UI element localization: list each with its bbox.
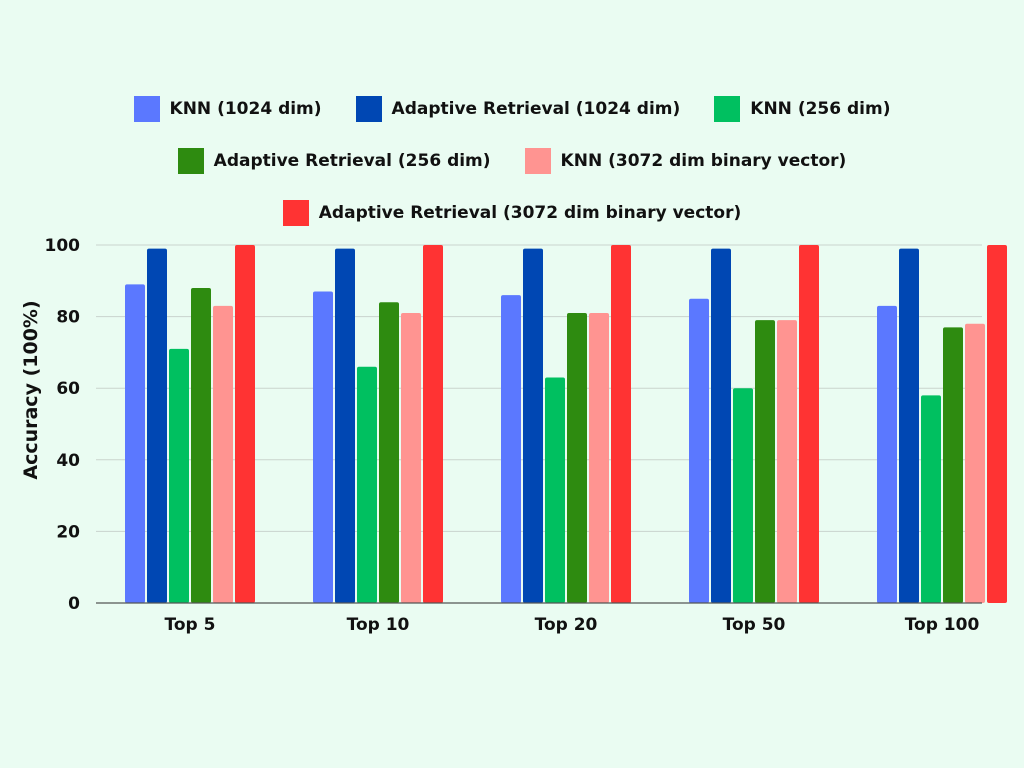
bar-top-20-series-4 [589,313,609,603]
legend-swatch-adaptive-3072 [282,200,309,226]
legend-swatch-knn-256 [714,96,741,122]
bar-top-50-series-3 [755,320,775,603]
bar-top-5-series-0 [125,284,145,603]
bar-top-100-series-4 [965,323,985,603]
bar-top-10-series-0 [313,291,333,603]
bar-top-10-series-4 [401,313,421,603]
legend-item-knn-256: KNN (256 dim) [714,96,890,122]
legend-swatch-knn-3072 [524,148,551,174]
bar-top-10-series-1 [335,248,355,603]
y-tick-label-100: 100 [45,236,81,256]
x-tick-label-top-5: Top 5 [165,615,216,635]
bar-top-100-series-1 [899,248,919,603]
bar-top-20-series-2 [545,377,565,603]
legend-label-adaptive-3072: Adaptive Retrieval (3072 dim binary vect… [318,203,742,223]
legend-label-knn-3072: KNN (3072 dim binary vector) [560,151,847,171]
bar-top-20-series-5 [611,245,631,603]
bar-top-5-series-1 [147,248,167,603]
legend-label-knn-1024: KNN (1024 dim) [169,99,322,119]
bar-top-5-series-3 [191,287,211,603]
bar-top-100-series-5 [987,245,1007,603]
legend-item-adaptive-1024: Adaptive Retrieval (1024 dim) [355,96,681,122]
legend-label-knn-256: KNN (256 dim) [750,99,891,119]
bar-top-20-series-3 [567,313,587,603]
bar-top-5-series-5 [235,245,255,603]
bar-top-20-series-1 [523,248,543,603]
legend-row-1: KNN (1024 dim) Adaptive Retrieval (1024 … [0,96,1024,122]
bar-top-50-series-4 [777,320,797,603]
y-tick-label-0: 0 [68,594,80,614]
legend-swatch-adaptive-1024 [355,96,382,122]
bars [125,245,1007,603]
bar-top-100-series-2 [921,395,941,603]
bar-top-100-series-3 [943,327,963,603]
x-tick-label-top-20: Top 20 [535,615,598,635]
legend-row-3: Adaptive Retrieval (3072 dim binary vect… [0,200,1024,226]
legend-row-2: Adaptive Retrieval (256 dim) KNN (3072 d… [0,148,1024,174]
bar-top-5-series-4 [213,305,233,603]
y-axis-label: Accuracy (100%) [20,300,42,479]
x-tick-label-top-10: Top 10 [347,615,410,635]
bar-top-10-series-5 [423,245,443,603]
bar-top-50-series-2 [733,388,753,603]
legend-item-adaptive-256: Adaptive Retrieval (256 dim) [177,148,491,174]
x-tick-label-top-100: Top 100 [905,615,980,635]
legend-item-adaptive-3072: Adaptive Retrieval (3072 dim binary vect… [282,200,742,226]
x-tick-label-top-50: Top 50 [723,615,786,635]
y-tick-label-60: 60 [56,379,80,399]
y-tick-label-40: 40 [56,451,80,471]
bar-top-10-series-3 [379,302,399,603]
legend-label-adaptive-256: Adaptive Retrieval (256 dim) [213,151,491,171]
bar-top-100-series-0 [877,305,897,603]
y-tick-label-20: 20 [56,522,80,542]
legend-label-adaptive-1024: Adaptive Retrieval (1024 dim) [391,99,681,119]
axes: 0 20 40 60 80 100 Top 5 Top 10 Top 20 Top 50 Top 1… [45,236,982,635]
bar-top-20-series-0 [501,295,521,603]
legend-item-knn-3072: KNN (3072 dim binary vector) [524,148,847,174]
bar-top-50-series-1 [711,248,731,603]
legend-swatch-adaptive-256 [177,148,204,174]
legend-swatch-knn-1024 [133,96,160,122]
bar-top-5-series-2 [169,348,189,603]
legend-item-knn-1024: KNN (1024 dim) [133,96,322,122]
bar-top-10-series-2 [357,366,377,603]
bar-top-50-series-5 [799,245,819,603]
y-tick-label-80: 80 [56,308,80,328]
bar-top-50-series-0 [689,298,709,603]
